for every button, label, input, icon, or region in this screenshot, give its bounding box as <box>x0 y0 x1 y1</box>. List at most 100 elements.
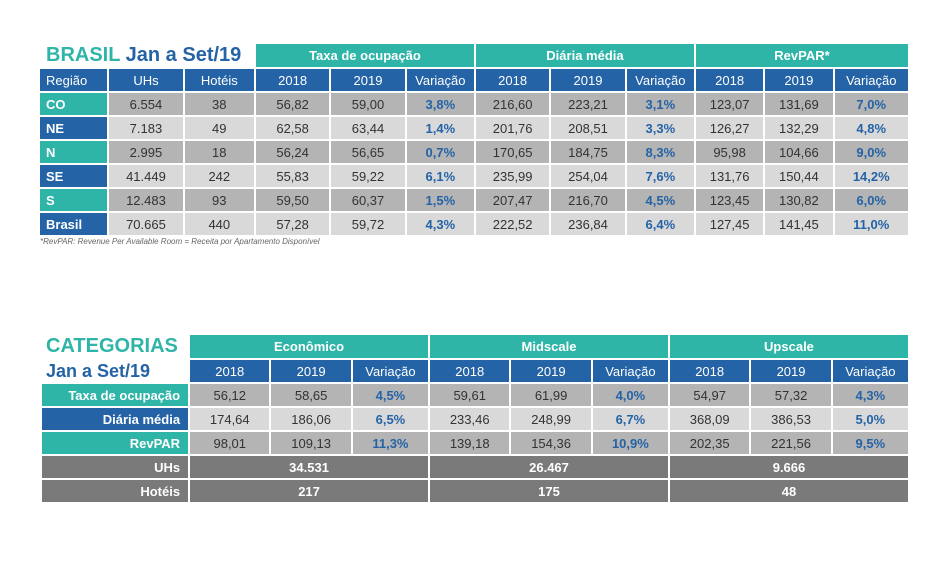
region-label: S <box>40 189 108 211</box>
value-cell: 18 <box>184 141 254 163</box>
value-cell: 56,82 <box>255 93 330 115</box>
variation-cell: 6,0% <box>834 189 908 211</box>
hoteis-value: 48 <box>669 480 908 502</box>
value-cell: 59,61 <box>430 384 510 406</box>
value-cell: 59,50 <box>255 189 330 211</box>
value-cell: 2.995 <box>109 141 183 163</box>
region-label: N <box>40 141 108 163</box>
brasil-header-cell: 2018 <box>255 69 330 91</box>
value-cell: 141,45 <box>765 213 833 235</box>
hoteis-value: 175 <box>430 480 668 502</box>
value-cell: 123,07 <box>695 93 764 115</box>
value-cell: 184,75 <box>551 141 625 163</box>
region-label: NE <box>40 117 108 139</box>
variation-cell: 7,6% <box>626 165 694 187</box>
brasil-header-cell: Região <box>40 69 108 91</box>
categorias-table: CATEGORIAS Econômico Midscale Upscale Ja… <box>40 333 910 504</box>
categorias-header-row: Jan a Set/19 2018 2019 Variação 2018 2019 Var… <box>42 360 908 382</box>
value-cell: 93 <box>184 189 254 211</box>
value-cell: 254,04 <box>551 165 625 187</box>
brasil-header-row: Região UHs Hotéis 2018 2019 Variação 2018 2019 V… <box>40 69 908 91</box>
variation-cell: 14,2% <box>834 165 908 187</box>
value-cell: 59,00 <box>331 93 405 115</box>
variation-cell: 3,1% <box>626 93 694 115</box>
value-cell: 242 <box>184 165 254 187</box>
value-cell: 150,44 <box>765 165 833 187</box>
value-cell: 63,44 <box>331 117 405 139</box>
uhs-label: UHs <box>42 456 189 478</box>
table-row: SE 41.449 242 55,83 59,22 6,1% 235,99 254,04 7,6… <box>40 165 908 187</box>
value-cell: 139,18 <box>430 432 510 454</box>
value-cell: 248,99 <box>511 408 591 430</box>
table-row: Taxa de ocupação 56,12 58,65 4,5% 59,61 61,99… <box>42 384 908 406</box>
revpar-footnote: *RevPAR: Revenue Per Available Room = Re… <box>40 237 320 246</box>
value-cell: 12.483 <box>109 189 183 211</box>
value-cell: 59,22 <box>331 165 405 187</box>
categorias-period-text: Jan a Set/19 <box>46 360 151 381</box>
uhs-value: 34.531 <box>190 456 429 478</box>
brasil-header-cell: 2018 <box>475 69 550 91</box>
metric-label: RevPAR <box>42 432 189 454</box>
table-row: Diária média 174,64 186,06 6,5% 233,46 248,99… <box>42 408 908 430</box>
variation-cell: 11,0% <box>834 213 908 235</box>
brasil-title: BRASIL Jan a Set/19 <box>40 44 254 67</box>
region-label: SE <box>40 165 108 187</box>
variation-cell: 4,3% <box>832 384 908 406</box>
brasil-table-section: BRASIL Jan a Set/19 Taxa de ocupação Diá… <box>38 42 910 246</box>
value-cell: 131,69 <box>765 93 833 115</box>
value-cell: 58,65 <box>271 384 351 406</box>
variation-cell: 5,0% <box>832 408 908 430</box>
value-cell: 216,70 <box>551 189 625 211</box>
value-cell: 54,97 <box>669 384 750 406</box>
region-label: Brasil <box>40 213 108 235</box>
value-cell: 216,60 <box>475 93 550 115</box>
value-cell: 368,09 <box>669 408 750 430</box>
table-row: S 12.483 93 59,50 60,37 1,5% 207,47 216,70 4,5% 1… <box>40 189 908 211</box>
value-cell: 126,27 <box>695 117 764 139</box>
variation-cell: 4,3% <box>406 213 474 235</box>
value-cell: 60,37 <box>331 189 405 211</box>
brasil-header-cell: Variação <box>626 69 694 91</box>
variation-cell: 9,0% <box>834 141 908 163</box>
value-cell: 57,32 <box>751 384 831 406</box>
brasil-table: BRASIL Jan a Set/19 Taxa de ocupação Diá… <box>38 42 910 237</box>
brasil-header-cell: Hotéis <box>184 69 254 91</box>
group-taxa-ocupacao: Taxa de ocupação <box>255 44 474 67</box>
value-cell: 62,58 <box>255 117 330 139</box>
value-cell: 70.665 <box>109 213 183 235</box>
variation-cell: 0,7% <box>406 141 474 163</box>
value-cell: 170,65 <box>475 141 550 163</box>
brasil-title-brasil: BRASIL <box>46 44 121 66</box>
variation-cell: 4,0% <box>592 384 668 406</box>
variation-cell: 4,5% <box>626 189 694 211</box>
variation-cell: 6,4% <box>626 213 694 235</box>
value-cell: 132,29 <box>765 117 833 139</box>
value-cell: 154,36 <box>511 432 591 454</box>
brasil-header-cell: 2019 <box>331 69 405 91</box>
value-cell: 56,24 <box>255 141 330 163</box>
variation-cell: 10,9% <box>592 432 668 454</box>
group-economico: Econômico <box>190 335 429 358</box>
value-cell: 221,56 <box>751 432 831 454</box>
value-cell: 235,99 <box>475 165 550 187</box>
value-cell: 123,45 <box>695 189 764 211</box>
value-cell: 56,12 <box>190 384 270 406</box>
table-row: Brasil 70.665 440 57,28 59,72 4,3% 222,52 236,8… <box>40 213 908 235</box>
value-cell: 222,52 <box>475 213 550 235</box>
brasil-header-cell: UHs <box>109 69 183 91</box>
table-row: RevPAR 98,01 109,13 11,3% 139,18 154,36 10,9% 2… <box>42 432 908 454</box>
value-cell: 186,06 <box>271 408 351 430</box>
categorias-header-cell: 2019 <box>751 360 831 382</box>
categorias-header-cell: 2019 <box>271 360 351 382</box>
value-cell: 56,65 <box>331 141 405 163</box>
table-row: Hotéis 217 175 48 <box>42 480 908 502</box>
categorias-header-cell: 2018 <box>430 360 510 382</box>
variation-cell: 6,1% <box>406 165 474 187</box>
uhs-value: 26.467 <box>430 456 668 478</box>
categorias-header-cell: Variação <box>352 360 429 382</box>
variation-cell: 3,3% <box>626 117 694 139</box>
group-revpar: RevPAR* <box>695 44 908 67</box>
value-cell: 236,84 <box>551 213 625 235</box>
variation-cell: 9,5% <box>832 432 908 454</box>
value-cell: 59,72 <box>331 213 405 235</box>
